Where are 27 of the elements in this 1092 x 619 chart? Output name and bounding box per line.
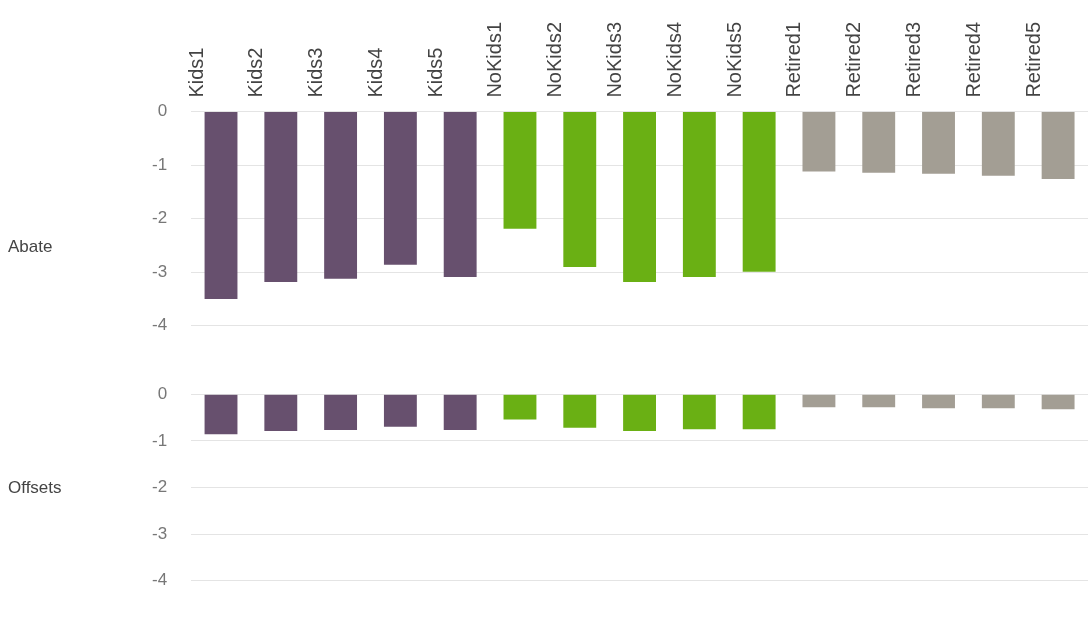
x-tick-label: Kids1 [184,47,207,98]
x-tick-label: Kids2 [244,47,267,98]
x-tick-label: NoKids1 [483,21,506,98]
x-tick-label: Kids4 [363,47,386,98]
x-tick-label: Retired5 [1021,21,1044,98]
x-tick-label: NoKids5 [722,21,745,98]
y-tick-label: -1 [151,154,168,174]
x-tick-label: NoKids4 [662,21,685,98]
y-axis-title: Offsets [8,477,62,498]
y-tick-label: -3 [151,261,168,281]
x-tick-label: Retired1 [782,21,805,98]
x-tick-label: Retired2 [842,21,865,98]
y-tick-label: 0 [157,383,168,403]
x-tick-label: Retired3 [902,21,925,98]
y-tick-label: 0 [157,101,168,121]
y-tick-label: -3 [151,523,168,543]
y-tick-label: -1 [151,430,168,450]
x-tick-label: Retired4 [961,21,984,98]
x-tick-label: Kids5 [423,47,446,98]
x-tick-label: NoKids3 [603,21,626,98]
y-tick-label: -4 [151,570,168,590]
y-axis-title: Abate [8,236,53,257]
y-tick-label: -4 [151,315,168,335]
y-tick-label: -2 [151,208,168,228]
y-tick-label: -2 [151,477,168,497]
x-tick-label: Kids3 [304,47,327,98]
x-tick-label: NoKids2 [543,21,566,98]
